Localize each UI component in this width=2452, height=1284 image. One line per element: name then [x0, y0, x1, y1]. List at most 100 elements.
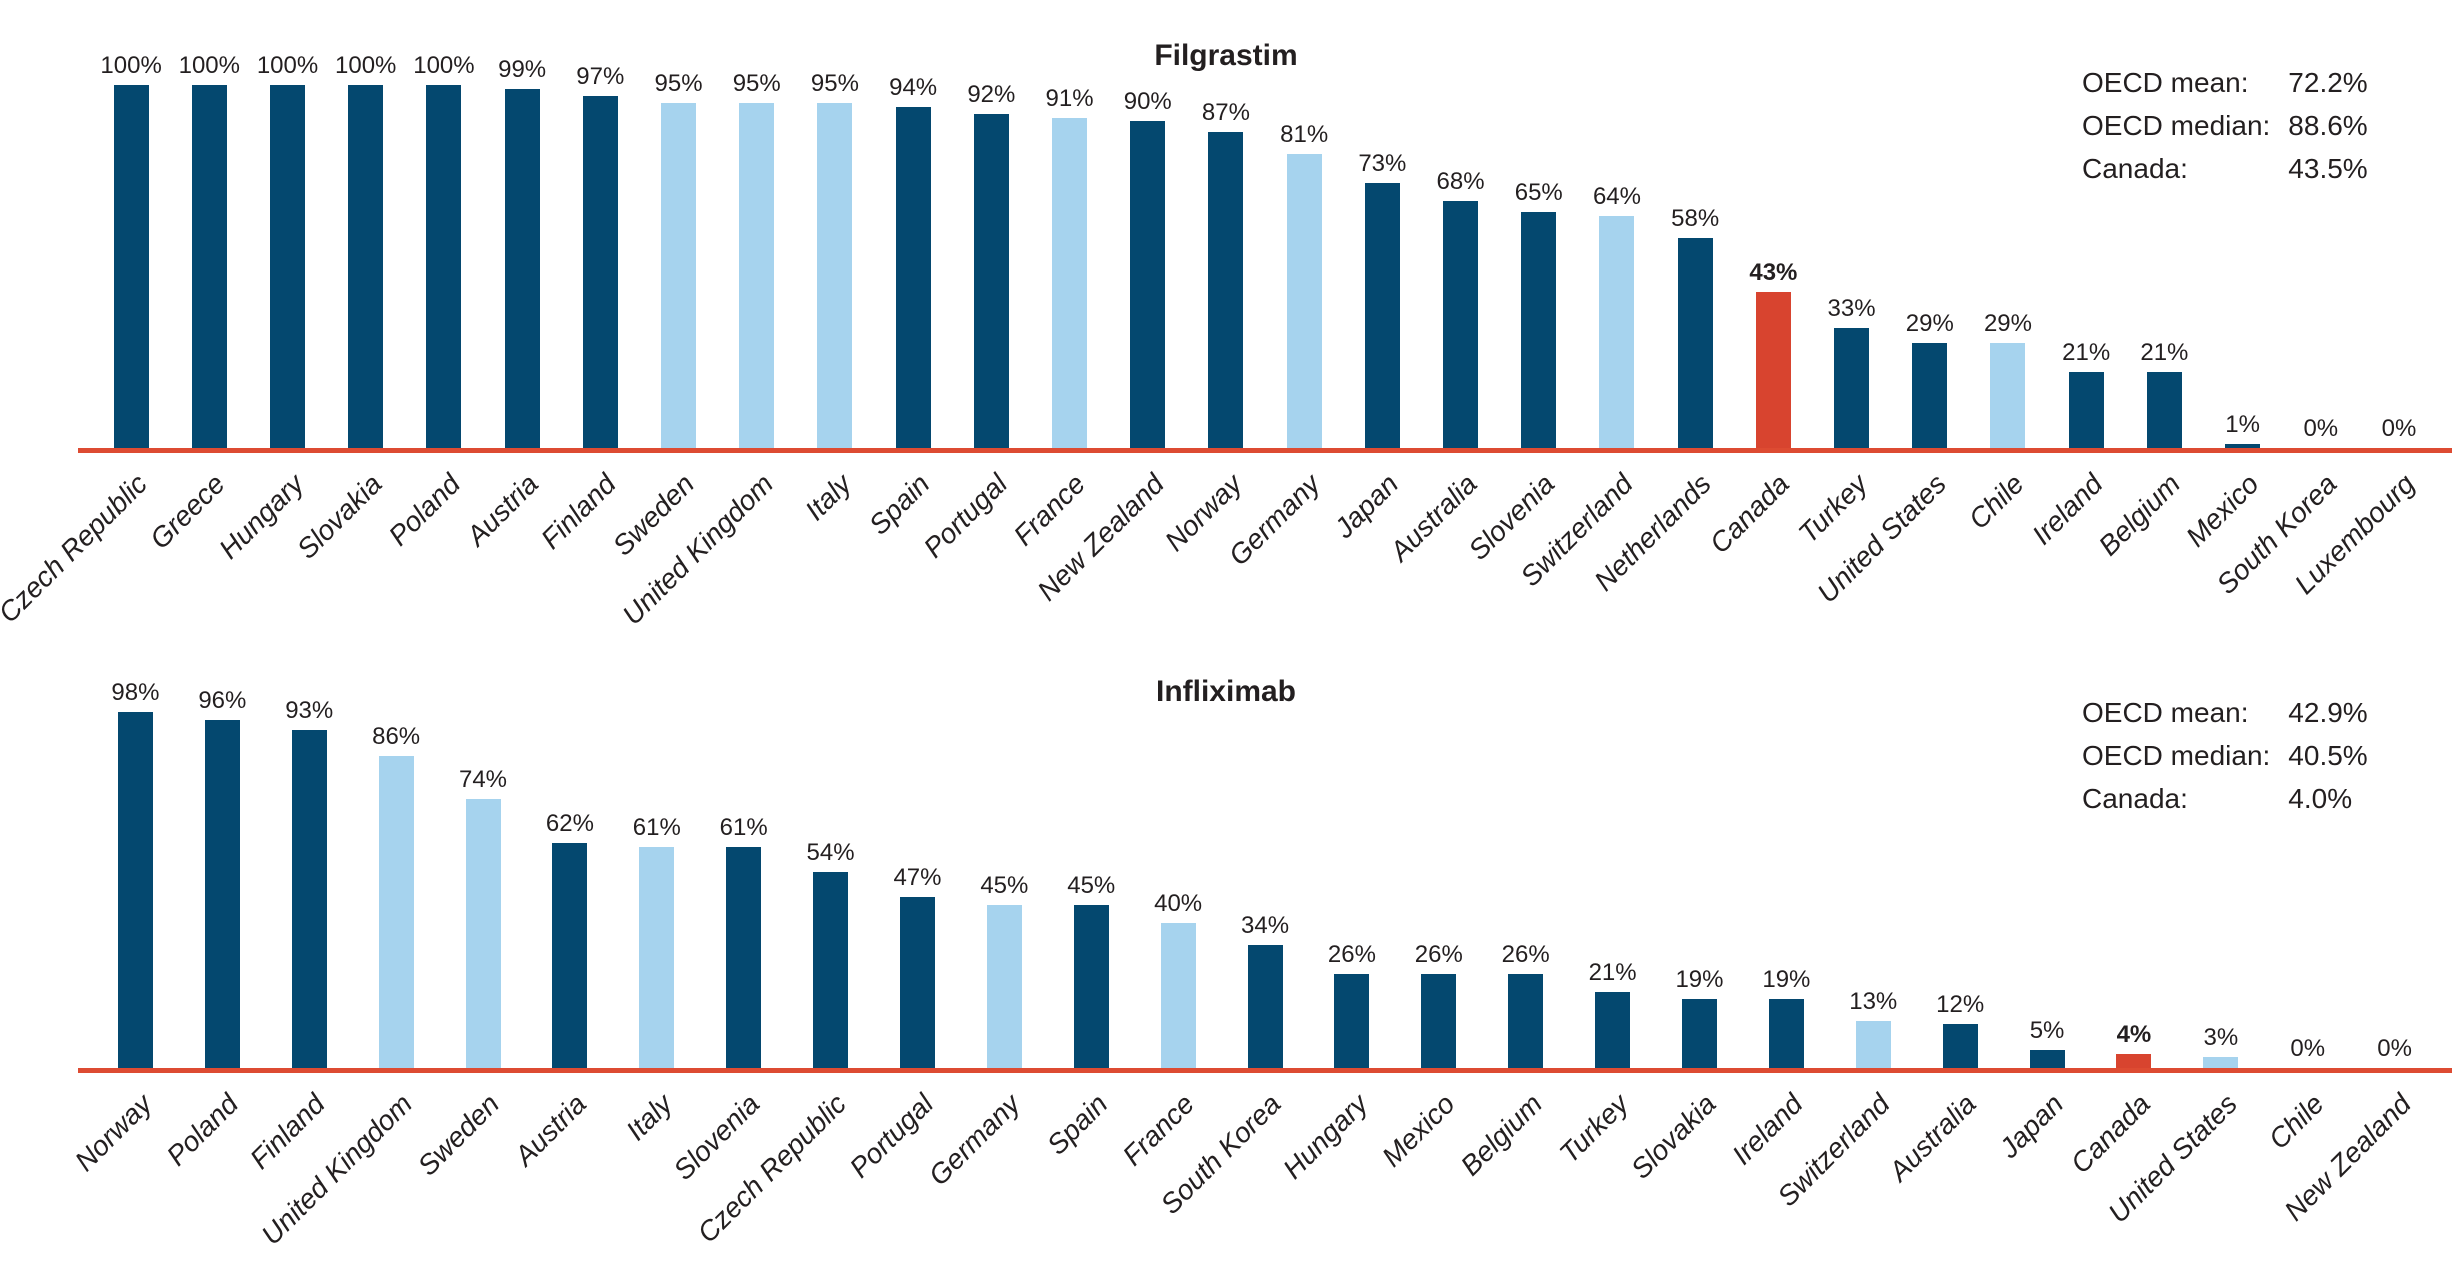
bar-value-label-italy: 61% [632, 813, 681, 841]
bar-germany [986, 904, 1022, 1068]
bar-slot-ireland: 19% [1743, 704, 1830, 1068]
canada-stat-label: Canada: [2082, 783, 2188, 814]
bar-value-label-finland: 97% [576, 62, 625, 90]
bar-slot-italy: 95% [796, 71, 874, 448]
bar-value-label-austria: 62% [545, 809, 594, 837]
bar-united-kingdom [378, 755, 414, 1068]
bar-south-korea [1247, 944, 1283, 1068]
bar-value-label-japan: 5% [2029, 1016, 2065, 1044]
canada-stat-value: 43.5% [2288, 153, 2368, 184]
bar-value-label-united-kingdom: 95% [732, 70, 781, 98]
bar-spain [895, 106, 931, 448]
x-axis-label-czech-republic: Czech Republic [0, 468, 154, 629]
oecd-mean-label: OECD mean: [2082, 697, 2249, 728]
bar-slot-france: 91% [1030, 84, 1108, 448]
bar-value-label-slovakia: 100% [335, 52, 397, 79]
bar-slot-slovenia: 65% [1500, 84, 1578, 448]
bar-value-label-sweden: 95% [654, 70, 703, 98]
bar-slot-united-states: 29% [1891, 84, 1969, 448]
x-axis-labels-infliximab: Norway Poland Finland United Kingdom Sweden A… [68, 1076, 2438, 1282]
bar-slot-italy: 61% [613, 704, 700, 1068]
x-axis-label-japan: Japan [1993, 1088, 2069, 1164]
bar-value-label-mexico: 1% [2225, 411, 2260, 439]
bar-japan [2029, 1049, 2065, 1068]
bar-france [1160, 922, 1196, 1068]
bar-slovakia [1681, 999, 1717, 1068]
bar-slot-finland: 93% [266, 698, 353, 1068]
bar-slot-switzerland: 13% [1830, 704, 1917, 1068]
bar-turkey [1595, 991, 1631, 1068]
bar-value-label-portugal: 47% [893, 864, 942, 892]
bar-slot-germany: 81% [1265, 84, 1343, 448]
bar-slot-belgium: 21% [2125, 84, 2203, 448]
bar-slot-hungary: 26% [1308, 704, 1395, 1068]
bar-value-label-ireland: 19% [1762, 966, 1811, 993]
bar-slot-south-korea: 34% [1222, 704, 1309, 1068]
canada-stat-label: Canada: [2082, 153, 2188, 184]
bar-austria [552, 842, 588, 1068]
bar-slot-australia: 12% [1917, 704, 2004, 1068]
bar-value-label-belgium: 21% [2140, 338, 2189, 366]
bar-sweden [661, 103, 697, 448]
bar-new-zealand [1130, 121, 1166, 448]
bar-slot-portugal: 92% [952, 81, 1030, 448]
x-axis-label-cell-mexico: Mexico [1376, 1076, 1482, 1282]
x-axis-label-cell-australia: Australia [1883, 1076, 2004, 1282]
bars-area-filgrastim: 100% 100% 100% 100% 100% 99% 97% 95% 95% 95% 94% 92… [92, 53, 2438, 448]
x-axis-line-filgrastim [78, 448, 2452, 453]
bar-canada [1755, 291, 1791, 448]
bar-czech-republic [113, 85, 149, 448]
x-axis-label-cell-norway: Norway [68, 1076, 179, 1282]
x-axis-label-cell-canada: Canada [1704, 456, 1812, 646]
bar-value-label-czech-republic: 54% [806, 839, 855, 866]
bar-value-label-mexico: 26% [1414, 940, 1463, 968]
x-axis-label-spain: Spain [1040, 1088, 1114, 1161]
x-axis-label-cell-chile: Chile [1963, 456, 2047, 646]
bar-slot-spain: 94% [874, 74, 952, 448]
bar-value-label-france: 91% [1045, 84, 1094, 112]
x-axis-label-cell-belgium: Belgium [1454, 1076, 1569, 1282]
x-axis-label-cell-new-zealand: New Zealand [2278, 1076, 2438, 1282]
bar-value-label-south-korea: 0% [2303, 415, 2339, 442]
bar-slot-canada: 43% [1734, 84, 1812, 448]
bar-value-label-switzerland: 64% [1592, 182, 1641, 210]
oecd-mean-value: 72.2% [2288, 67, 2368, 98]
bar-value-label-united-states: 29% [1905, 309, 1954, 337]
bar-value-label-sweden: 74% [458, 766, 508, 794]
bar-value-label-australia: 12% [1936, 991, 1985, 1019]
bar-slot-mexico: 1% [2203, 84, 2281, 448]
x-axis-label-cell-poland: Poland [161, 1076, 266, 1282]
bar-slot-norway: 87% [1187, 84, 1265, 448]
oecd-median-label: OECD median: [2082, 740, 2271, 771]
bar-finland [582, 95, 618, 448]
bar-hungary [270, 85, 305, 448]
oecd-mean-value: 42.9% [2288, 697, 2368, 728]
bar-ireland [2068, 371, 2104, 448]
bar-slot-turkey: 21% [1569, 704, 1656, 1068]
bar-value-label-united-kingdom: 86% [372, 722, 421, 750]
bar-slot-chile: 0% [2264, 704, 2351, 1068]
x-axis-label-cell-austria: Austria [508, 1076, 613, 1282]
bar-switzerland [1599, 215, 1635, 448]
bar-sweden [465, 799, 501, 1068]
bar-value-label-united-states: 3% [2203, 1024, 2239, 1052]
bar-value-label-portugal: 92% [967, 81, 1016, 108]
bar-value-label-greece: 100% [178, 52, 240, 79]
bar-switzerland [1855, 1020, 1891, 1068]
bar-finland [291, 730, 327, 1068]
x-axis-label-cell-portugal: Portugal [918, 456, 1030, 646]
bar-slot-ireland: 21% [2047, 84, 2125, 448]
bar-poland [204, 719, 240, 1068]
x-axis-label-cell-hungary: Hungary [1277, 1076, 1395, 1282]
bar-slot-slovakia: 100% [327, 53, 405, 448]
bar-value-label-france: 40% [1154, 889, 1203, 917]
bar-value-label-czech-republic: 100% [100, 52, 162, 79]
bar-value-label-slovenia: 61% [719, 813, 768, 841]
bar-slovenia [1521, 212, 1557, 448]
x-axis-label-cell-slovakia: Slovakia [1625, 1076, 1743, 1282]
bar-slot-spain: 45% [1048, 704, 1135, 1068]
bar-hungary [1334, 973, 1370, 1068]
bar-value-label-ireland: 21% [2062, 338, 2111, 366]
bar-slot-france: 40% [1135, 704, 1222, 1068]
bar-value-label-australia: 68% [1436, 168, 1485, 196]
